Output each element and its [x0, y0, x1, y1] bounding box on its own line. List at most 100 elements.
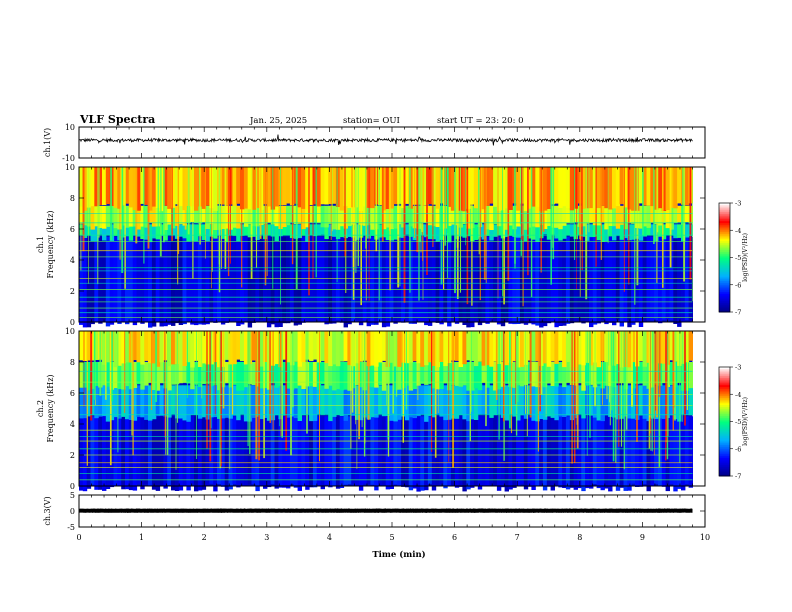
ch2-spectrogram-cell — [677, 416, 682, 489]
ch1-spectrogram-cell — [182, 236, 187, 325]
ch2-spectrogram-cell — [251, 362, 256, 386]
ch1-spectrogram-cell — [201, 205, 207, 223]
ch1-spectrogram-cell — [612, 205, 617, 227]
ch1-spectrogram-colorbar-cell — [719, 252, 730, 255]
ch1-spectrogram-cell — [565, 167, 571, 209]
ch1-spectrogram-cell — [301, 167, 306, 209]
ch1-spectrogram-cell — [90, 236, 95, 325]
ch2-spectrogram-cell — [550, 331, 555, 362]
ch1-spectrogram-cell — [90, 167, 95, 207]
ch1-spectrogram-cell — [243, 205, 249, 227]
ch2-spectrogram-cell — [688, 385, 693, 416]
ch2-spectrogram-cell — [542, 385, 548, 420]
ch2-spectrogram-cell — [458, 362, 463, 387]
ch1-spectrogram-cell — [485, 224, 490, 236]
ch2-spectrogram-cell — [466, 331, 471, 361]
ch2-spectrogram-colorbar-cell — [719, 466, 730, 470]
ch1-spectrogram-cell — [370, 236, 375, 325]
ch2-spectrogram-cell — [209, 362, 214, 386]
ch1-spectrogram-cell — [450, 167, 456, 211]
ch1-spectrogram-cell — [585, 205, 590, 224]
ch1-spectrogram-cell — [125, 224, 130, 237]
ch1-spectrogram-cell — [546, 236, 552, 324]
ch2-spectrogram-cell — [347, 331, 352, 366]
ch1-waveform-y-tick-label: -10 — [62, 154, 75, 163]
ch1-spectrogram-cell — [347, 167, 352, 208]
ch2-spectrogram-cell — [228, 331, 233, 365]
ch1-spectrogram-cell — [128, 224, 134, 241]
ch2-spectrogram-cell — [581, 385, 586, 419]
ch1-spectrogram-cell — [562, 205, 567, 226]
ch1-spectrogram-cell — [309, 205, 314, 223]
ch1-spectrogram-colorbar-cell — [719, 279, 730, 282]
ch1-spectrogram-cell — [393, 224, 398, 240]
ch2-spectrogram-cell — [519, 385, 525, 416]
ch2-spectrogram-cell — [90, 362, 95, 389]
ch1-spectrogram-cell — [489, 236, 494, 323]
ch2-spectrogram-cell — [355, 385, 360, 420]
ch1-spectrogram-cell — [638, 224, 644, 241]
ch2-spectrogram-colorbar-cell — [719, 417, 730, 421]
ch2-spectrogram-cell — [454, 416, 460, 488]
ch2-spectrogram-cell — [573, 385, 578, 419]
ch2-spectrogram-cell — [439, 362, 444, 389]
ch2-spectrogram-cell — [539, 385, 544, 419]
ch2-spectrogram-cell — [274, 362, 279, 388]
ch1-spectrogram-cell — [516, 236, 521, 324]
ch2-spectrogram-cell — [684, 416, 690, 485]
ch2-spectrogram-cell — [316, 416, 322, 487]
ch2-spectrogram-cell — [420, 416, 425, 491]
ch2-spectrogram-cell — [182, 362, 187, 383]
ch2-spectrogram-cell — [209, 385, 214, 418]
ch2-spectrogram-cell — [255, 331, 260, 363]
ch1-spectrogram-cell — [646, 167, 651, 206]
ch1-spectrogram-cell — [312, 167, 318, 205]
ch1-spectrogram-cell — [213, 205, 218, 230]
ch2-spectrogram-cell — [562, 385, 567, 417]
ch2-spectrogram-cell — [516, 385, 521, 421]
ch2-spectrogram-cell — [201, 416, 207, 490]
ch1-spectrogram-cell — [378, 224, 383, 238]
ch2-spectrogram-cell — [412, 385, 417, 419]
ch1-spectrogram-cell — [247, 167, 253, 210]
ch2-spectrogram-cell — [562, 331, 567, 368]
ch2-spectrogram-colorbar-cell — [719, 436, 730, 439]
ch1-spectrogram-cell — [205, 205, 210, 229]
ch1-spectrogram-colorbar-cell — [719, 302, 730, 306]
ch1-spectrogram-cell — [332, 167, 337, 204]
ch1-spectrogram-cell — [113, 167, 118, 208]
ch1-spectrogram-cell — [282, 167, 287, 206]
ch2-spectrogram-cell — [186, 416, 191, 491]
ch1-spectrogram-cell — [435, 224, 440, 242]
ch1-spectrogram-cell — [481, 167, 486, 210]
ch1-spectrogram-cell — [163, 224, 168, 241]
ch2-spectrogram-cell — [282, 385, 287, 416]
ch2-spectrogram-cell — [565, 385, 571, 416]
ch1-spectrogram-cell — [274, 236, 279, 328]
ch2-spectrogram-cell — [550, 362, 555, 386]
ch1-spectrogram-cell — [182, 224, 187, 239]
ch1-spectrogram-colorbar-cell — [719, 266, 730, 269]
ch2-spectrogram-cell — [228, 362, 233, 388]
ch2-spectrogram-cell — [125, 362, 130, 387]
ch1-spectrogram-colorbar-cell — [719, 261, 730, 264]
ch1-spectrogram-colorbar-cell — [719, 219, 730, 222]
ch1-spectrogram-cell — [297, 236, 302, 325]
ch1-spectrogram-cell — [297, 224, 302, 239]
ch1-spectrogram-cell — [523, 224, 529, 242]
ch1-spectrogram-cell — [94, 167, 99, 207]
ch2-spectrogram-cell — [688, 331, 693, 361]
ch1-spectrogram-cell — [370, 167, 375, 209]
ch1-spectrogram-cell — [213, 167, 218, 211]
ch2-spectrogram-colorbar-cell — [719, 468, 730, 471]
ch2-spectrogram-cell — [573, 362, 578, 386]
ch1-spectrogram-cell — [167, 224, 172, 235]
ch1-spectrogram-colorbar-cell — [719, 268, 730, 271]
ch2-spectrogram-cell — [90, 331, 95, 361]
ch1-spectrogram-cell — [523, 167, 529, 212]
ch2-spectrogram-cell — [381, 416, 387, 485]
ch2-spectrogram-cell — [416, 416, 421, 492]
ch2-spectrogram-cell — [581, 331, 586, 366]
ch2-spectrogram-cell — [389, 331, 394, 363]
ch2-spectrogram-cell — [489, 385, 494, 418]
